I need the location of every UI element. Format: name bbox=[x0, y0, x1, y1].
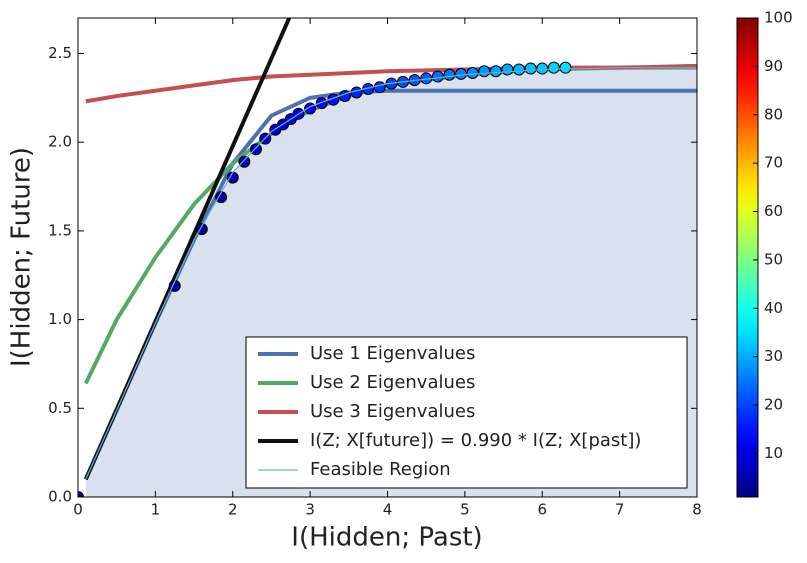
series-line bbox=[85, 67, 697, 480]
y-tick-label: 0.5 bbox=[48, 399, 72, 417]
scatter-point bbox=[524, 62, 537, 75]
scatter-point bbox=[315, 97, 328, 110]
scatter-point bbox=[226, 171, 239, 184]
y-tick-label: 2.5 bbox=[48, 44, 72, 62]
x-tick-label: 3 bbox=[305, 501, 315, 519]
scatter-point bbox=[373, 81, 386, 94]
x-tick-label: 0 bbox=[73, 501, 83, 519]
scatter-point bbox=[455, 67, 468, 80]
y-tick-label: 0.0 bbox=[48, 488, 72, 506]
colorbar-tick-label: 70 bbox=[764, 154, 783, 172]
x-tick-label: 5 bbox=[460, 501, 470, 519]
x-tick-label: 8 bbox=[692, 501, 702, 519]
scatter-point bbox=[466, 66, 479, 79]
scatter-point bbox=[547, 61, 560, 74]
scatter-point bbox=[478, 65, 491, 78]
colorbar-tick-label: 40 bbox=[764, 299, 783, 317]
y-axis-label: I(Hidden; Future) bbox=[7, 147, 37, 367]
legend-label: Use 3 Eigenvalues bbox=[310, 401, 475, 422]
x-tick-label: 7 bbox=[615, 501, 625, 519]
colorbar bbox=[736, 17, 759, 498]
colorbar-tick-label: 100 bbox=[764, 9, 793, 27]
colorbar-tick-label: 20 bbox=[764, 396, 783, 414]
legend-label: Feasible Region bbox=[310, 459, 451, 480]
x-tick-label: 4 bbox=[383, 501, 393, 519]
scatter-point bbox=[350, 86, 363, 99]
scatter-point bbox=[501, 63, 514, 76]
legend-label: I(Z; X[future]) = 0.990 * I(Z; X[past]) bbox=[310, 430, 641, 451]
scatter-point bbox=[78, 491, 84, 497]
y-tick-label: 2.0 bbox=[48, 133, 72, 151]
scatter-point bbox=[489, 65, 502, 78]
legend-box bbox=[245, 336, 688, 489]
colorbar-tick-label: 60 bbox=[764, 202, 783, 220]
scatter-point bbox=[443, 68, 456, 81]
colorbar-tick-label: 30 bbox=[764, 347, 783, 365]
legend-label: Use 1 Eigenvalues bbox=[310, 343, 475, 364]
scatter-point bbox=[536, 62, 549, 75]
colorbar-tick-label: 10 bbox=[764, 444, 783, 462]
scatter-point bbox=[431, 70, 444, 83]
x-axis-label: I(Hidden; Past) bbox=[291, 523, 482, 553]
colorbar-tick-label: 80 bbox=[764, 105, 783, 123]
scatter-point bbox=[238, 155, 251, 168]
y-tick-label: 1.0 bbox=[48, 310, 72, 328]
x-tick-label: 6 bbox=[537, 501, 547, 519]
colorbar-tick-label: 50 bbox=[764, 250, 783, 268]
colorbar-tick-label: 90 bbox=[764, 57, 783, 75]
scatter-point bbox=[559, 61, 572, 74]
scatter-point bbox=[249, 143, 262, 156]
legend-label: Use 2 Eigenvalues bbox=[310, 372, 475, 393]
y-tick-label: 1.5 bbox=[48, 221, 72, 239]
scatter-point bbox=[513, 63, 526, 76]
x-tick-label: 2 bbox=[228, 501, 238, 519]
x-tick-label: 1 bbox=[151, 501, 161, 519]
